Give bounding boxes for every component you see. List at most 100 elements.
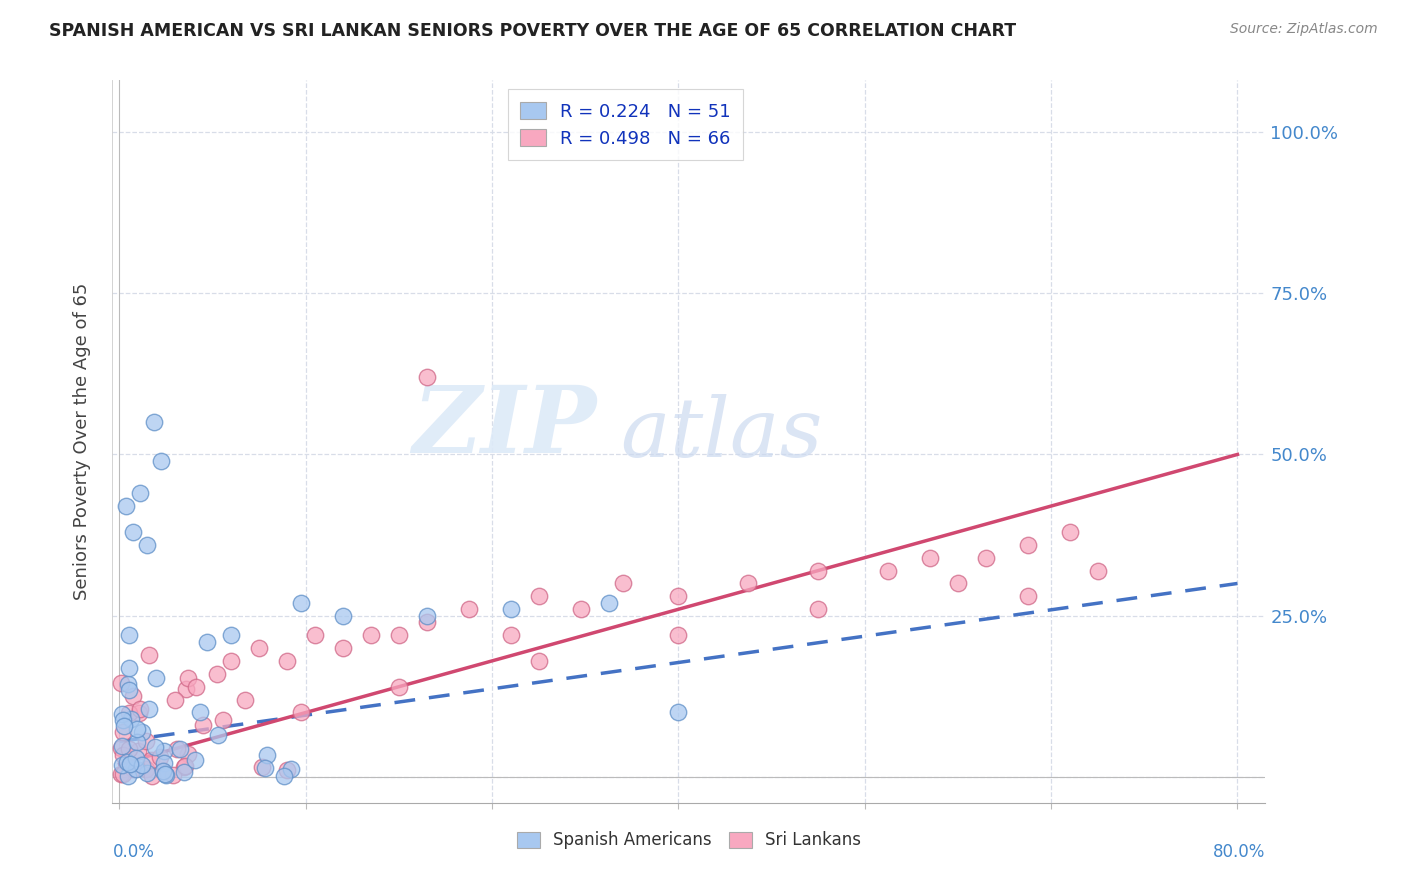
Point [110, 741, 132, 756]
Point [135, 762, 157, 776]
Point [188, 705, 211, 719]
Point [233, 692, 256, 706]
Point [946, 576, 969, 591]
Point [128, 706, 150, 720]
Point [131, 725, 153, 739]
Point [388, 628, 411, 642]
Point [1017, 538, 1039, 552]
Point [117, 628, 139, 642]
Point [499, 628, 522, 642]
Point [332, 640, 354, 655]
Y-axis label: Seniors Poverty Over the Age of 65: Seniors Poverty Over the Age of 65 [73, 283, 91, 600]
Point [280, 762, 302, 776]
Point [173, 760, 195, 774]
Point [457, 602, 479, 616]
Point [114, 719, 136, 733]
Point [668, 628, 690, 642]
Point [145, 671, 167, 685]
Point [273, 769, 295, 783]
Point [304, 628, 326, 642]
Point [129, 486, 152, 500]
Point [153, 743, 176, 757]
Point [166, 742, 188, 756]
Point [136, 538, 159, 552]
Point [219, 628, 242, 642]
Point [169, 741, 191, 756]
Point [183, 753, 205, 767]
Point [177, 671, 200, 685]
Point [416, 370, 439, 384]
Point [122, 689, 145, 703]
Point [152, 764, 174, 778]
Point [115, 755, 138, 769]
Point [193, 718, 215, 732]
Point [122, 762, 145, 776]
Point [186, 680, 208, 694]
Point [135, 733, 157, 747]
Point [290, 596, 312, 610]
Text: Source: ZipAtlas.com: Source: ZipAtlas.com [1230, 22, 1378, 37]
Point [111, 739, 134, 754]
Point [120, 712, 142, 726]
Point [807, 564, 830, 578]
Point [155, 767, 177, 781]
Point [737, 576, 759, 591]
Point [152, 764, 174, 779]
Point [174, 759, 197, 773]
Point [276, 764, 298, 778]
Point [877, 564, 900, 578]
Point [149, 750, 172, 764]
Point [250, 759, 273, 773]
Point [127, 735, 149, 749]
Point [118, 706, 141, 720]
Point [141, 769, 163, 783]
Point [569, 602, 592, 616]
Point [129, 702, 152, 716]
Point [499, 602, 522, 616]
Point [668, 706, 690, 720]
Point [143, 739, 166, 754]
Point [256, 747, 278, 762]
Point [360, 628, 382, 642]
Point [598, 596, 620, 610]
Point [153, 756, 176, 770]
Point [120, 757, 142, 772]
Point [1331, 125, 1354, 139]
Point [207, 666, 229, 681]
Point [1017, 590, 1039, 604]
Point [174, 682, 197, 697]
Point [110, 767, 132, 781]
Point [1059, 524, 1081, 539]
Point [118, 661, 141, 675]
Point [247, 640, 270, 655]
Point [1087, 564, 1109, 578]
Text: SPANISH AMERICAN VS SRI LANKAN SENIORS POVERTY OVER THE AGE OF 65 CORRELATION CH: SPANISH AMERICAN VS SRI LANKAN SENIORS P… [49, 22, 1017, 40]
Point [125, 751, 148, 765]
Point [127, 723, 149, 737]
Point [974, 550, 997, 565]
Point [118, 682, 141, 697]
Point [807, 602, 830, 616]
Point [117, 769, 139, 783]
Point [112, 725, 135, 739]
Point [195, 635, 218, 649]
Point [136, 766, 159, 780]
Point [173, 764, 195, 779]
Point [111, 713, 134, 727]
Point [125, 762, 148, 776]
Point [150, 454, 173, 468]
Point [112, 747, 135, 762]
Text: 80.0%: 80.0% [1213, 843, 1265, 861]
Point [332, 608, 354, 623]
Point [416, 608, 439, 623]
Text: ZIP: ZIP [412, 382, 596, 472]
Point [668, 590, 690, 604]
Point [276, 654, 298, 668]
Point [155, 768, 177, 782]
Point [388, 680, 411, 694]
Point [290, 706, 312, 720]
Point [110, 676, 132, 690]
Point [117, 677, 139, 691]
Point [207, 728, 229, 742]
Point [527, 590, 550, 604]
